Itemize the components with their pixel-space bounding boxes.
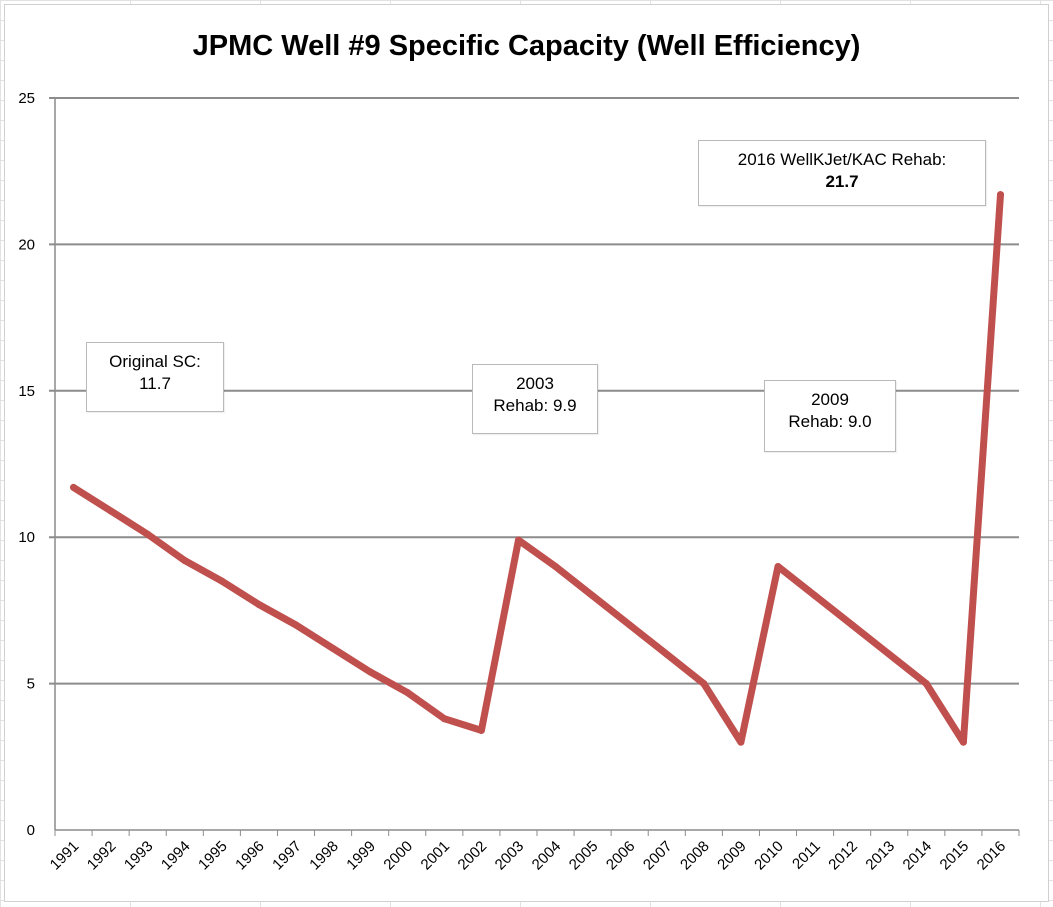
x-tick-label-1991: 1991 xyxy=(47,838,83,874)
x-tick-label-2004: 2004 xyxy=(529,838,565,874)
y-tick-label-10: 10 xyxy=(18,529,35,546)
data-point-2007 xyxy=(663,650,671,658)
data-point-2013 xyxy=(885,650,893,658)
y-tick-label-0: 0 xyxy=(27,822,35,839)
chart-title: JPMC Well #9 Specific Capacity (Well Eff… xyxy=(192,30,861,62)
data-point-2003 xyxy=(514,536,522,544)
x-tick-label-1999: 1999 xyxy=(343,838,379,874)
data-point-2014 xyxy=(922,680,930,688)
x-tick-label-1993: 1993 xyxy=(121,838,157,874)
x-axis: 1991 1992 1993 1994 1995 1996 1997 1998 1999 2000… xyxy=(47,829,1020,874)
x-tick-label-2013: 2013 xyxy=(862,838,898,874)
x-tick-label-2008: 2008 xyxy=(677,838,713,874)
y-axis: 0 5 10 15 20 25 xyxy=(18,90,56,839)
x-tick-label-2005: 2005 xyxy=(566,838,602,874)
x-tick-label-1992: 1992 xyxy=(84,838,120,874)
x-tick-label-2001: 2001 xyxy=(418,838,454,874)
data-point-1993 xyxy=(144,530,152,538)
data-point-2005 xyxy=(589,592,597,600)
x-tick-label-2010: 2010 xyxy=(751,838,787,874)
x-tick-label-1994: 1994 xyxy=(158,838,194,874)
data-point-2002 xyxy=(477,726,485,734)
x-tick-label-2009: 2009 xyxy=(714,838,750,874)
data-point-1996 xyxy=(255,601,263,609)
data-point-1992 xyxy=(107,507,115,515)
data-point-2004 xyxy=(552,562,560,570)
y-tick-label-20: 20 xyxy=(18,236,35,253)
x-tick-label-2014: 2014 xyxy=(900,838,936,874)
data-point-1998 xyxy=(329,644,337,652)
annotation-2016-rehab-line1: 2016 WellKJet/KAC Rehab: xyxy=(737,150,947,169)
annotation-original-sc-line2: 11.7 xyxy=(139,374,171,393)
data-point-1994 xyxy=(181,557,189,565)
x-tick-label-2003: 2003 xyxy=(492,838,528,874)
annotation-2009-rehab-line2: Rehab: 9.0 xyxy=(788,412,872,431)
x-tick-label-2015: 2015 xyxy=(937,838,973,874)
data-point-2011 xyxy=(811,592,819,600)
y-tick-label-15: 15 xyxy=(18,383,35,400)
annotation-original-sc: Original SC: 11.7 xyxy=(86,342,224,412)
x-tick-label-2012: 2012 xyxy=(825,838,861,874)
data-point-2000 xyxy=(403,688,411,696)
data-point-1997 xyxy=(292,621,300,629)
data-point-1995 xyxy=(218,577,226,585)
annotation-2009-rehab: 2009 Rehab: 9.0 xyxy=(764,380,896,452)
annotation-original-sc-line1: Original SC: xyxy=(109,352,201,371)
data-point-2008 xyxy=(700,680,708,688)
data-point-2006 xyxy=(626,621,634,629)
x-tick-label-2002: 2002 xyxy=(455,838,491,874)
y-tick-label-25: 25 xyxy=(18,90,35,107)
annotation-2016-rehab: 2016 WellKJet/KAC Rehab: 21.7 xyxy=(698,140,986,206)
annotation-2003-rehab-line2: Rehab: 9.9 xyxy=(493,396,577,415)
annotation-2003-rehab-line1: 2003 xyxy=(516,374,554,393)
data-point-2015 xyxy=(959,738,967,746)
series-line-0 xyxy=(70,191,1004,746)
x-tick-label-2016: 2016 xyxy=(974,838,1010,874)
annotation-2009-rehab-line1: 2009 xyxy=(811,390,849,409)
x-tick-label-1997: 1997 xyxy=(269,838,305,874)
series-layer xyxy=(70,191,1004,746)
data-point-2009 xyxy=(737,738,745,746)
x-tick-label-1995: 1995 xyxy=(195,838,231,874)
data-point-1999 xyxy=(366,668,374,676)
data-point-2016 xyxy=(996,191,1004,199)
annotation-2003-rehab: 2003 Rehab: 9.9 xyxy=(472,364,598,434)
data-point-2010 xyxy=(774,562,782,570)
annotation-2016-rehab-line2: 21.7 xyxy=(825,172,859,191)
y-tick-label-5: 5 xyxy=(27,676,35,693)
x-tick-label-1996: 1996 xyxy=(232,838,268,874)
data-point-2012 xyxy=(848,621,856,629)
data-point-2001 xyxy=(440,715,448,723)
x-tick-label-2006: 2006 xyxy=(603,838,639,874)
x-tick-label-2007: 2007 xyxy=(640,838,676,874)
data-point-1991 xyxy=(70,483,78,491)
x-tick-label-2011: 2011 xyxy=(789,838,824,873)
x-tick-label-2000: 2000 xyxy=(380,838,416,874)
x-tick-label-1998: 1998 xyxy=(306,838,342,874)
